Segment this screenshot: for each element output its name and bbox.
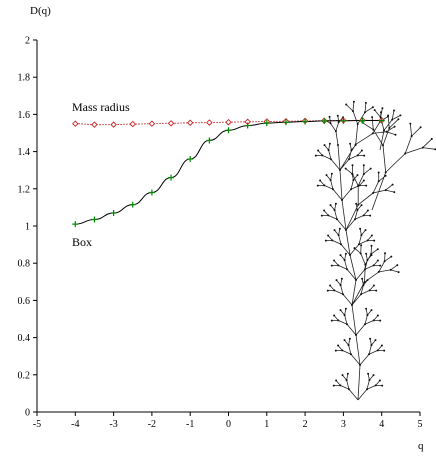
data-point-plus	[168, 174, 175, 181]
x-tick-label: -4	[71, 419, 79, 430]
data-point-plus	[148, 189, 155, 196]
x-tick-label: 2	[303, 419, 308, 430]
y-tick-label: 0.6	[18, 296, 31, 307]
x-tick-label: 4	[379, 419, 384, 430]
y-tick-label: 1.2	[18, 184, 31, 195]
y-tick-label: 0	[25, 408, 30, 419]
series-label-box: Box	[72, 235, 92, 249]
data-point-diamond	[110, 121, 117, 128]
fractal-cluster-inset	[314, 100, 436, 401]
x-tick-label: -3	[109, 419, 117, 430]
x-axis-title: q	[418, 440, 424, 452]
data-point-plus	[302, 118, 309, 125]
series-lines	[75, 119, 382, 225]
y-tick-label: 1.8	[18, 73, 31, 84]
x-tick-label: 1	[264, 419, 269, 430]
data-point-diamond	[186, 119, 194, 127]
y-tick-label: 2	[25, 36, 30, 47]
data-point-diamond	[167, 120, 175, 127]
x-tick-label: -5	[33, 419, 41, 430]
data-point-plus	[72, 221, 79, 228]
data-point-plus	[321, 117, 328, 124]
series-line	[75, 120, 382, 225]
axes: -5 -4 -3 -2 -1 0 1 2 3 4 5 0 0.2 0.4 0.6 0.8 1 1.2 1.4 1.6 1…	[18, 36, 423, 431]
data-point-plus	[378, 117, 385, 124]
x-tick-label: 5	[418, 419, 423, 430]
x-tick-label: -2	[148, 419, 156, 430]
data-point-plus	[244, 122, 251, 129]
data-point-diamond	[129, 120, 136, 128]
data-point-diamond	[72, 120, 79, 127]
data-point-plus	[187, 156, 194, 163]
fractal-branches	[315, 101, 436, 401]
data-point-diamond	[91, 121, 98, 128]
x-tick-label: -1	[186, 419, 194, 430]
data-point-plus	[340, 117, 347, 124]
series-markers	[72, 117, 385, 228]
data-point-plus	[263, 120, 270, 127]
data-point-plus	[110, 209, 117, 216]
y-axis-title: D(q)	[30, 5, 51, 17]
y-tick-label: 0.8	[18, 259, 31, 270]
y-tick-label: 1.4	[18, 147, 31, 158]
y-tick-label: 1	[25, 222, 30, 233]
y-tick-label: 0.4	[18, 333, 31, 344]
data-point-plus	[282, 119, 289, 126]
data-point-diamond	[225, 118, 232, 126]
fractal-particles	[314, 100, 436, 391]
data-point-diamond	[148, 120, 156, 127]
data-point-plus	[91, 216, 98, 223]
data-point-diamond	[206, 119, 213, 126]
data-point-plus	[206, 137, 213, 144]
y-tick-label: 1.6	[18, 110, 31, 121]
x-tick-label: 0	[226, 419, 231, 430]
data-point-plus	[225, 127, 232, 134]
x-tick-label: 3	[341, 419, 346, 430]
y-tick-label: 0.2	[18, 370, 31, 381]
data-point-plus	[359, 117, 366, 124]
series-label-mass-radius: Mass radius	[72, 100, 130, 114]
data-point-plus	[129, 201, 136, 208]
